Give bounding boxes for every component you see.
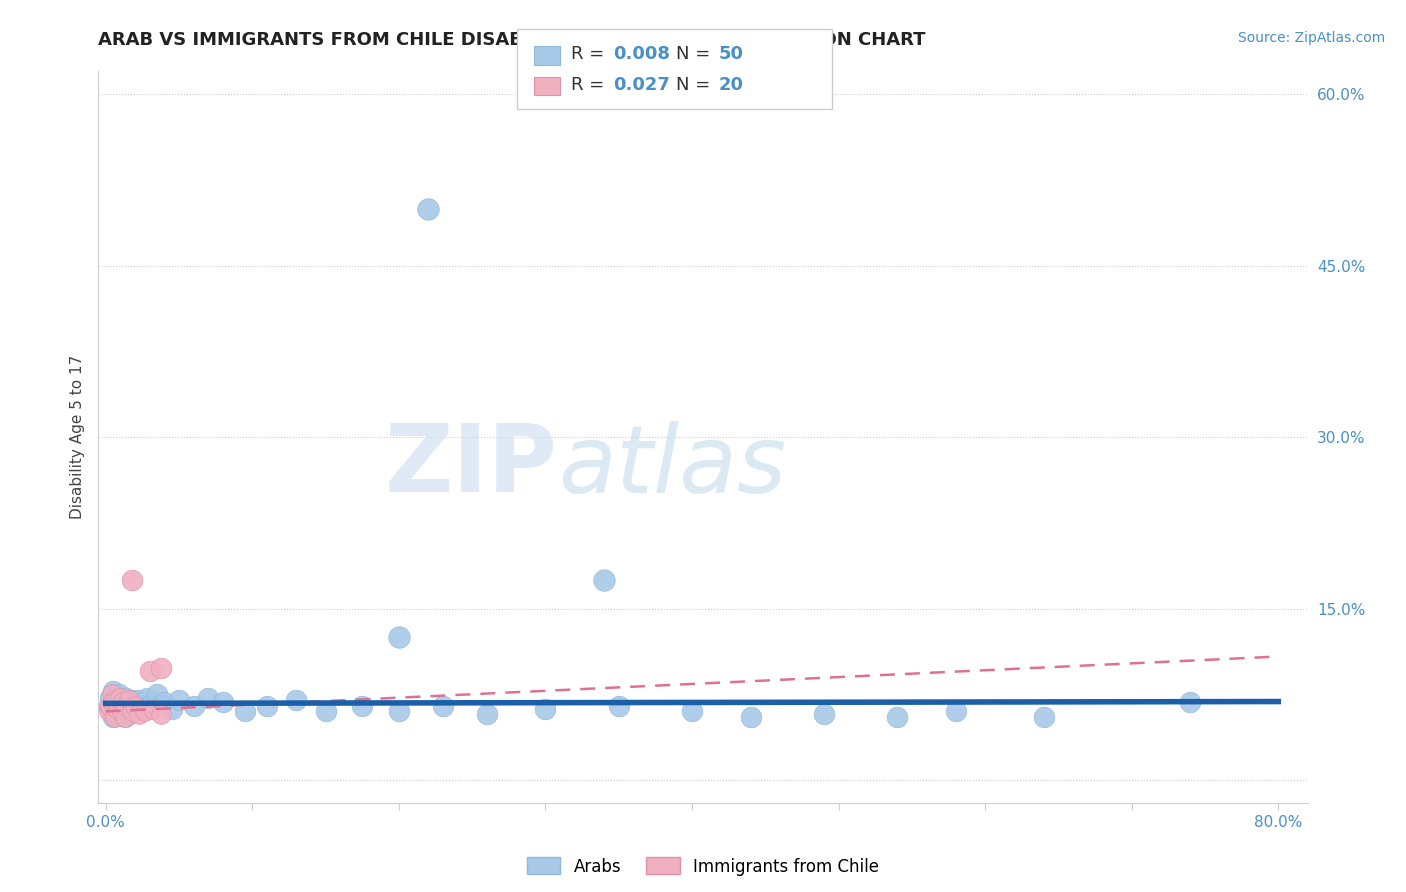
Text: ARAB VS IMMIGRANTS FROM CHILE DISABILITY AGE 5 TO 17 CORRELATION CHART: ARAB VS IMMIGRANTS FROM CHILE DISABILITY… xyxy=(98,31,927,49)
Point xyxy=(945,705,967,719)
Point xyxy=(388,630,411,644)
Point xyxy=(681,705,703,719)
Point xyxy=(98,690,121,705)
Point xyxy=(142,702,165,716)
Point xyxy=(97,705,120,719)
Point xyxy=(118,693,141,707)
Point xyxy=(134,705,156,719)
Point xyxy=(107,693,129,707)
Point xyxy=(160,702,183,716)
Point xyxy=(101,695,124,709)
Point xyxy=(105,706,128,721)
Point xyxy=(118,706,141,721)
Point xyxy=(127,693,149,707)
Point xyxy=(97,698,120,713)
Text: atlas: atlas xyxy=(558,421,786,512)
Point xyxy=(475,706,498,721)
Legend: Arabs, Immigrants from Chile: Arabs, Immigrants from Chile xyxy=(520,851,886,882)
Point xyxy=(110,698,132,713)
Text: 0.027: 0.027 xyxy=(613,76,669,94)
Point xyxy=(593,573,616,587)
Text: Source: ZipAtlas.com: Source: ZipAtlas.com xyxy=(1237,31,1385,45)
Text: N =: N = xyxy=(676,76,716,94)
Point xyxy=(114,710,136,724)
Point xyxy=(135,690,157,705)
Point xyxy=(256,698,278,713)
Point xyxy=(607,698,630,713)
Point xyxy=(121,573,143,587)
Point xyxy=(740,710,762,724)
Point xyxy=(197,690,219,705)
Point xyxy=(111,705,134,719)
Point xyxy=(183,698,205,713)
Point xyxy=(1032,710,1054,724)
Point xyxy=(101,683,124,698)
Text: 50: 50 xyxy=(718,45,744,62)
Point xyxy=(110,690,132,705)
Point xyxy=(212,695,235,709)
Point xyxy=(146,687,169,701)
Point xyxy=(115,698,138,713)
Point xyxy=(534,702,557,716)
Point xyxy=(112,695,135,709)
Text: R =: R = xyxy=(571,45,610,62)
Point xyxy=(108,698,131,713)
Text: N =: N = xyxy=(676,45,716,62)
Point xyxy=(100,687,122,701)
Point xyxy=(352,698,374,713)
Text: 20: 20 xyxy=(718,76,744,94)
Point xyxy=(124,698,146,713)
Point xyxy=(167,693,190,707)
Point xyxy=(388,705,411,719)
Point xyxy=(111,705,134,719)
Point xyxy=(418,202,440,216)
Point xyxy=(117,698,139,713)
Point xyxy=(120,693,142,707)
Point xyxy=(100,705,122,719)
Point xyxy=(128,706,150,721)
Point xyxy=(150,706,173,721)
Point xyxy=(150,661,173,675)
Point xyxy=(121,705,143,719)
Text: 0.008: 0.008 xyxy=(613,45,671,62)
Point xyxy=(233,705,256,719)
Point xyxy=(103,710,125,724)
Point xyxy=(138,698,160,713)
Point xyxy=(107,702,129,716)
Point xyxy=(98,698,121,713)
Point xyxy=(138,665,160,679)
Text: R =: R = xyxy=(571,76,610,94)
Point xyxy=(105,693,128,707)
Point xyxy=(101,710,124,724)
Point xyxy=(103,695,125,709)
Point xyxy=(153,695,176,709)
Point xyxy=(129,702,152,716)
Point xyxy=(115,690,138,705)
Text: ZIP: ZIP xyxy=(385,420,558,512)
Point xyxy=(121,702,143,716)
Point xyxy=(813,706,835,721)
Point xyxy=(285,693,308,707)
Point xyxy=(1180,695,1202,709)
Point xyxy=(132,695,155,709)
Point xyxy=(886,710,908,724)
Point xyxy=(108,687,131,701)
Point xyxy=(315,705,337,719)
Y-axis label: Disability Age 5 to 17: Disability Age 5 to 17 xyxy=(70,355,86,519)
Point xyxy=(114,710,136,724)
Point xyxy=(122,695,145,709)
Point xyxy=(432,698,454,713)
Point xyxy=(105,702,128,716)
Point xyxy=(124,698,146,713)
Point xyxy=(112,695,135,709)
